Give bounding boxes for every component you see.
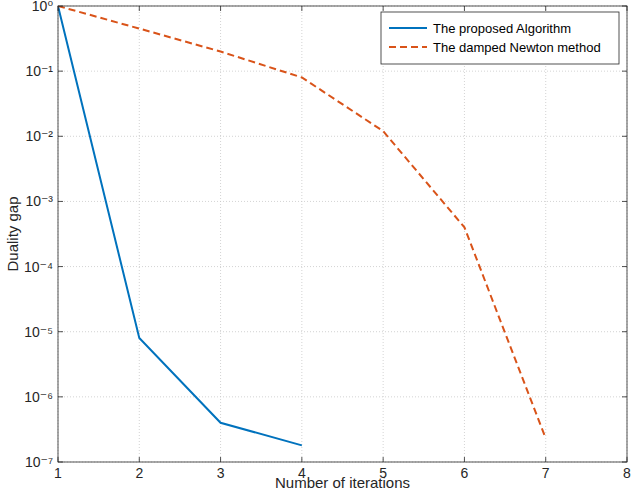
grid: [58, 6, 627, 462]
grid-line: [545, 6, 546, 462]
tick-mark: [58, 6, 63, 7]
y-axis-label: Duality gap: [4, 196, 21, 271]
y-tick-label: 10⁰: [32, 0, 54, 14]
tick-mark: [58, 136, 63, 137]
tick-mark: [220, 457, 221, 462]
grid-line: [464, 6, 465, 462]
tick-mark: [58, 396, 63, 397]
tick-mark: [627, 457, 628, 462]
tick-mark: [58, 331, 63, 332]
grid-line: [301, 6, 302, 462]
tick-mark: [58, 71, 63, 72]
tick-mark: [622, 71, 627, 72]
tick-mark: [301, 6, 302, 11]
tick-mark: [383, 6, 384, 11]
grid-line: [58, 71, 627, 72]
tick-mark: [622, 136, 627, 137]
legend-swatch: [389, 27, 427, 29]
grid-line: [220, 6, 221, 462]
x-tick-label: 2: [135, 465, 143, 481]
tick-mark: [622, 6, 627, 7]
tick-mark: [622, 201, 627, 202]
tick-mark: [545, 6, 546, 11]
grid-line: [58, 396, 627, 397]
plot-area: [58, 6, 627, 462]
x-tick-label: 7: [542, 465, 550, 481]
y-tick-label: 10⁻²: [25, 128, 53, 144]
legend-label: The proposed Algorithm: [433, 21, 571, 36]
grid-line: [58, 266, 627, 267]
series-line: [58, 6, 302, 445]
series-group: [58, 6, 546, 445]
tick-mark: [58, 201, 63, 202]
grid-line: [58, 136, 627, 137]
tick-mark: [464, 6, 465, 11]
x-tick-label: 6: [461, 465, 469, 481]
y-tick-label: 10⁻⁷: [25, 454, 53, 470]
grid-line: [139, 6, 140, 462]
ticks: 1234567810⁻⁷10⁻⁶10⁻⁵10⁻⁴10⁻³10⁻²10⁻¹10⁰: [24, 0, 631, 481]
legend: The proposed Algorithm The damped Newton …: [381, 12, 619, 64]
y-tick-label: 10⁻⁶: [24, 389, 53, 405]
y-tick-label: 10⁻¹: [25, 63, 53, 79]
tick-mark: [58, 457, 59, 462]
y-tick-label: 10⁻³: [25, 193, 53, 209]
legend-box: [381, 12, 619, 64]
tick-mark: [220, 6, 221, 11]
tick-mark: [464, 457, 465, 462]
x-tick-label: 8: [623, 465, 631, 481]
tick-mark: [545, 457, 546, 462]
tick-mark: [622, 266, 627, 267]
tick-mark: [622, 331, 627, 332]
tick-mark: [301, 457, 302, 462]
tick-mark: [58, 6, 59, 11]
y-tick-label: 10⁻⁵: [24, 324, 53, 340]
grid-line: [58, 201, 627, 202]
grid-line: [383, 6, 384, 462]
tick-mark: [622, 396, 627, 397]
grid-line: [58, 331, 627, 332]
tick-mark: [58, 462, 63, 463]
y-tick-label: 10⁻⁴: [24, 259, 53, 275]
tick-mark: [139, 457, 140, 462]
x-tick-label: 3: [217, 465, 225, 481]
x-tick-label: 1: [54, 465, 62, 481]
chart: 1234567810⁻⁷10⁻⁶10⁻⁵10⁻⁴10⁻³10⁻²10⁻¹10⁰N…: [0, 0, 640, 494]
legend-label: The damped Newton method: [433, 40, 601, 55]
x-axis-label: Number of iterations: [275, 474, 410, 491]
legend-swatch: [389, 46, 427, 48]
tick-mark: [139, 6, 140, 11]
tick-mark: [58, 266, 63, 267]
axes-frame: [58, 6, 627, 462]
tick-mark: [383, 457, 384, 462]
series-line: [58, 6, 546, 438]
tick-mark: [622, 462, 627, 463]
tick-mark: [627, 6, 628, 11]
